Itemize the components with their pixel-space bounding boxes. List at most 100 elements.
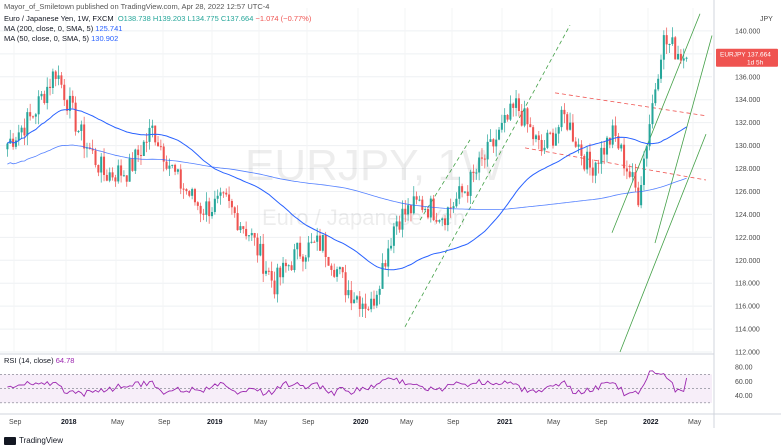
candle-body <box>574 141 577 147</box>
candle-body <box>503 114 506 123</box>
price-tick-label: 130.000 <box>735 143 760 150</box>
time-tick-label: Sep <box>447 419 460 426</box>
candle-body <box>290 265 293 271</box>
candle-body <box>603 147 606 155</box>
candle-body <box>367 308 370 310</box>
candle-body <box>245 228 248 237</box>
candle-body <box>355 296 358 300</box>
candle-body <box>395 221 398 227</box>
publisher-line: Mayor_of_Smiletown published on TradingV… <box>4 2 269 12</box>
candle-body <box>426 209 430 218</box>
candle-body <box>438 220 441 222</box>
candle-body <box>341 267 344 273</box>
time-tick-label: Sep <box>9 419 22 426</box>
candle-body <box>233 207 236 214</box>
ma50-legend[interactable]: MA (50, close, 0, SMA, 5) 130.902 <box>4 34 118 44</box>
ma200-legend[interactable]: MA (200, close, 0, SMA, 5) 125.741 <box>4 24 122 34</box>
candle-body <box>455 198 458 207</box>
candle-body <box>324 234 327 257</box>
candle-body <box>333 269 336 277</box>
price-tick-label: 126.000 <box>735 189 760 196</box>
last-price-symbol: EURJPY 137.664 <box>720 52 771 59</box>
candle-body <box>401 208 404 230</box>
price-tick-label: 116.000 <box>735 304 760 311</box>
dashed-red-line <box>554 92 707 117</box>
candle-body <box>137 149 140 156</box>
candle-body <box>91 148 94 151</box>
tradingview-logo-icon[interactable] <box>4 436 16 445</box>
candle-body <box>134 149 137 171</box>
candle-body <box>475 172 478 174</box>
candle-body <box>679 53 682 61</box>
candle-body <box>500 122 503 130</box>
candle-body <box>444 218 447 226</box>
candle-body <box>68 95 71 111</box>
candle-body <box>46 86 49 104</box>
candle-body <box>282 262 285 278</box>
candle-body <box>185 189 188 192</box>
candle-body <box>26 112 29 136</box>
candle-body <box>174 164 177 172</box>
price-tick-label: 136.000 <box>735 74 760 81</box>
rsi-pane[interactable] <box>0 370 712 404</box>
price-tick-label: 122.000 <box>735 235 760 242</box>
candle-body <box>540 139 543 151</box>
candle-body <box>407 205 410 215</box>
time-tick-label: Sep <box>595 419 608 426</box>
brand-name[interactable]: TradingView <box>19 436 64 445</box>
candle-body <box>279 267 282 278</box>
candle-body <box>299 242 302 257</box>
candle-body <box>242 226 245 229</box>
ma200-line <box>7 144 687 210</box>
candle-body <box>122 175 125 177</box>
candle-body <box>49 86 52 89</box>
candle-body <box>100 156 103 173</box>
candle-body <box>608 137 611 145</box>
rsi-tick-label: 80.00 <box>735 365 753 372</box>
moving-averages[interactable] <box>7 108 687 271</box>
candle-body <box>520 111 523 126</box>
symbol-title[interactable]: Euro / Japanese Yen, 1W, FXCM <box>4 14 114 23</box>
candle-body <box>364 303 367 309</box>
candle-body <box>685 57 688 59</box>
candle-body <box>390 245 393 249</box>
candle-body <box>631 172 634 177</box>
candle-body <box>264 270 268 274</box>
candle-body <box>276 267 279 295</box>
candle-body <box>247 235 250 237</box>
candle-body <box>66 100 69 111</box>
candle-body <box>654 89 657 104</box>
rsi-label: RSI (14, close) <box>4 356 54 365</box>
rsi-legend[interactable]: RSI (14, close) 64.78 <box>4 356 74 366</box>
candle-body <box>387 248 390 267</box>
candle-body <box>549 132 552 134</box>
symbol-line[interactable]: Euro / Japanese Yen, 1W, FXCM O138.738 H… <box>4 14 311 24</box>
candle-body <box>580 144 583 156</box>
countdown-label: 1d 5h <box>747 60 764 67</box>
publisher-text: Mayor_of_Smiletown published on TradingV… <box>4 2 270 11</box>
candle-body <box>583 155 586 170</box>
candle-body <box>157 142 160 147</box>
ma50-value: 130.902 <box>91 34 119 43</box>
candle-body <box>370 298 373 310</box>
candle-body <box>20 127 23 133</box>
candle-body <box>105 174 108 181</box>
footer[interactable]: TradingView <box>4 436 63 445</box>
candle-body <box>336 269 339 277</box>
candle-body <box>534 135 537 140</box>
trend-drawings[interactable] <box>404 13 713 353</box>
candle-body <box>293 249 296 271</box>
candle-body <box>23 127 26 136</box>
candle-body <box>392 226 395 246</box>
candle-body <box>318 235 322 251</box>
candle-body <box>6 143 9 150</box>
candle-body <box>537 135 540 140</box>
price-tick-label: 112.000 <box>735 350 760 357</box>
candle-body <box>594 162 597 176</box>
candle-body <box>344 272 347 296</box>
candle-body <box>361 303 364 309</box>
candle-body <box>63 84 66 101</box>
candle-body <box>677 53 680 60</box>
candles[interactable] <box>6 27 688 319</box>
